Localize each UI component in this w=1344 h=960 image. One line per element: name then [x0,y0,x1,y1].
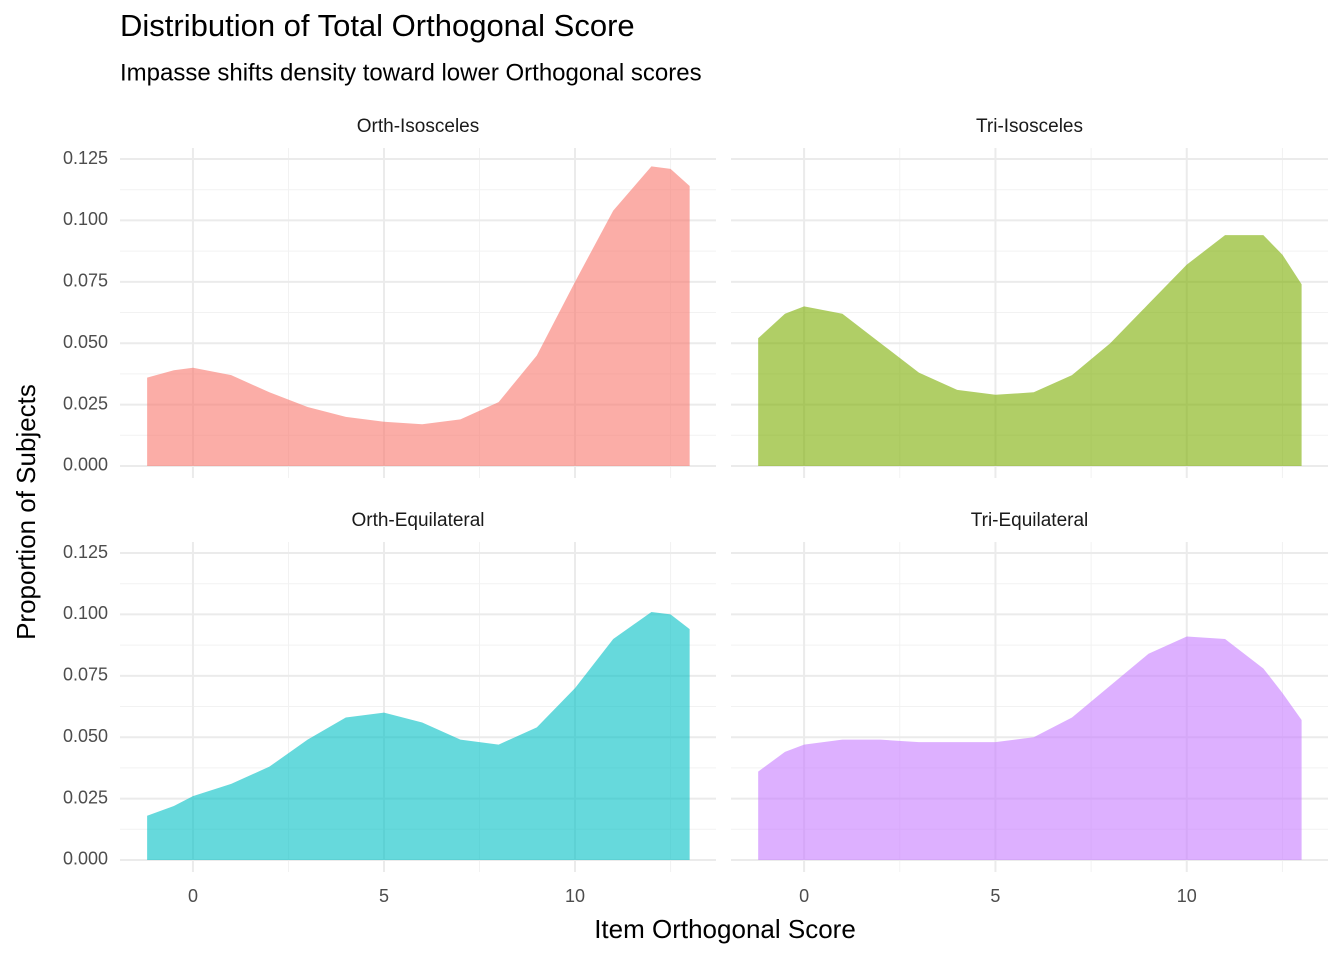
y-tick-label: 0.075 [63,271,108,291]
y-tick-label: 0.050 [63,332,108,352]
chart-subtitle: Impasse shifts density toward lower Orth… [120,59,702,86]
y-tick-label: 0.025 [63,787,108,807]
x-axis-label: Item Orthogonal Score [594,914,856,944]
y-tick-label: 0.000 [63,455,108,475]
facet-label: Tri-Isosceles [976,116,1083,137]
density-area [147,166,690,466]
y-tick-label: 0.075 [63,665,108,685]
x-tick-label: 5 [379,886,389,906]
x-tick-label: 10 [565,886,585,906]
y-tick-label: 0.100 [63,603,108,623]
x-tick-label: 10 [1177,886,1197,906]
y-tick-label: 0.000 [63,849,108,869]
facet-label: Tri-Equilateral [971,510,1089,531]
x-tick-label: 0 [188,886,198,906]
density-area [758,235,1302,466]
density-area [147,611,690,860]
chart-title: Distribution of Total Orthogonal Score [120,8,635,43]
y-tick-label: 0.025 [63,393,108,413]
y-tick-label: 0.125 [63,148,108,168]
x-tick-label: 5 [990,886,1000,906]
y-tick-label: 0.100 [63,209,108,229]
density-area [758,636,1302,860]
x-tick-label: 0 [799,886,809,906]
y-tick-label: 0.125 [63,542,108,562]
y-tick-label: 0.050 [63,726,108,746]
y-axis-label: Proportion of Subjects [11,384,41,640]
facet-label: Orth-Isosceles [357,116,479,137]
facet-label: Orth-Equilateral [351,510,484,531]
